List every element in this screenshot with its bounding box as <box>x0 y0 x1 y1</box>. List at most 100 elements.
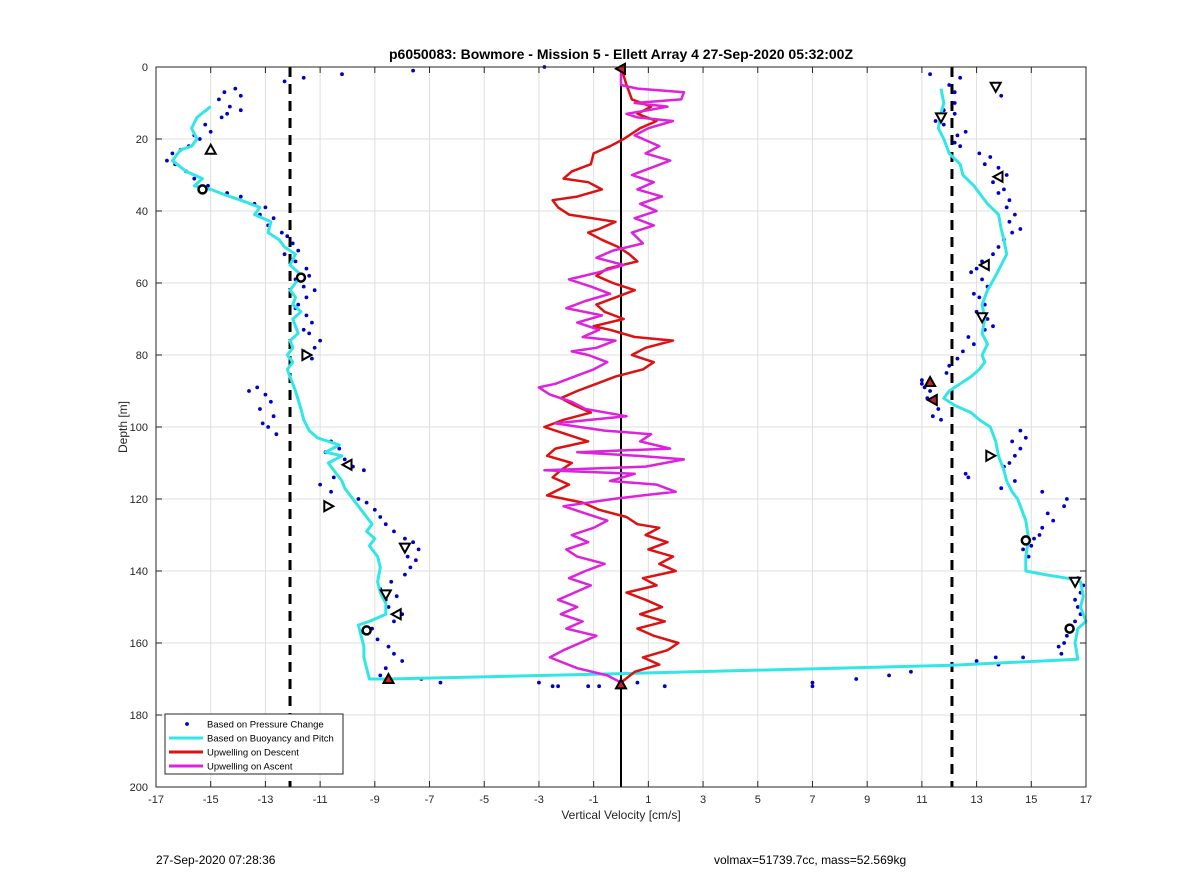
data-point <box>408 565 413 570</box>
data-point <box>312 288 317 293</box>
data-point <box>1040 489 1045 494</box>
data-point <box>271 414 276 419</box>
data-point <box>985 317 990 321</box>
x-tick-label: -9 <box>370 794 380 806</box>
data-point <box>939 417 943 422</box>
data-point <box>556 684 560 689</box>
data-point <box>1018 446 1023 451</box>
data-point <box>227 104 232 109</box>
data-point <box>307 273 312 278</box>
data-point <box>810 680 815 685</box>
x-tick-label: 17 <box>1080 794 1092 806</box>
data-point <box>296 302 301 307</box>
data-point <box>170 151 175 156</box>
data-point <box>282 79 287 84</box>
event-marker <box>389 607 402 621</box>
data-point <box>586 684 591 689</box>
data-point <box>378 673 383 678</box>
x-tick-label: -11 <box>313 794 328 806</box>
y-axis-label: Depth [m] <box>116 401 130 453</box>
data-point <box>258 407 262 411</box>
x-tick-label: -7 <box>425 794 435 806</box>
data-point <box>999 93 1004 98</box>
data-point <box>403 572 407 577</box>
data-point <box>1012 212 1017 217</box>
data-point <box>342 457 347 462</box>
x-tick-label: 5 <box>755 794 761 806</box>
data-point <box>165 158 169 163</box>
data-point <box>260 421 265 426</box>
data-point <box>1032 536 1036 541</box>
data-point <box>991 252 995 257</box>
data-point <box>971 342 976 347</box>
event-marker <box>613 62 626 76</box>
data-point <box>1021 547 1025 552</box>
data-point <box>635 680 640 685</box>
data-point <box>411 68 416 73</box>
event-marker <box>614 677 628 690</box>
event-marker <box>1068 576 1082 589</box>
legend-entry: Based on Buoyancy and Pitch <box>169 734 334 745</box>
event-marker <box>323 499 336 513</box>
data-point <box>233 86 238 91</box>
data-point <box>980 277 984 282</box>
reference-lines <box>288 67 954 787</box>
event-marker <box>295 272 307 283</box>
data-point <box>999 486 1004 491</box>
data-point <box>318 482 323 487</box>
data-point <box>1023 435 1028 440</box>
data-point <box>958 144 963 149</box>
data-point <box>928 72 932 77</box>
x-tick-label: 11 <box>916 794 927 806</box>
data-point <box>1064 633 1069 638</box>
data-point <box>928 389 932 393</box>
data-point <box>952 111 957 116</box>
data-point <box>192 176 197 181</box>
data-point <box>405 554 410 559</box>
data-point <box>340 72 344 77</box>
data-point <box>263 205 268 210</box>
data-point <box>854 677 859 681</box>
event-marker <box>361 625 372 636</box>
data-point <box>304 313 309 318</box>
data-point <box>1029 543 1034 548</box>
data-point <box>197 137 202 141</box>
data-point <box>282 252 287 257</box>
data-point <box>403 536 407 541</box>
data-point <box>310 320 314 325</box>
data-point <box>955 356 960 361</box>
data-point <box>1040 525 1045 530</box>
data-point <box>361 468 366 473</box>
y-tick-label: 20 <box>136 134 148 146</box>
data-point <box>933 119 938 123</box>
y-tick-label: 180 <box>130 710 148 722</box>
data-point <box>392 529 396 534</box>
event-marker <box>398 542 412 555</box>
data-point <box>982 162 987 167</box>
data-point <box>263 392 268 397</box>
data-point <box>1010 230 1015 235</box>
y-tick-label: 0 <box>142 62 148 74</box>
data-point <box>1021 655 1025 660</box>
event-marker <box>985 449 998 463</box>
data-point <box>944 371 949 375</box>
data-point <box>996 245 1001 249</box>
data-point <box>375 637 380 642</box>
data-point <box>416 547 421 552</box>
chart-title: p6050083: Bowmore - Mission 5 - Ellett A… <box>389 46 853 62</box>
x-tick-label: 3 <box>700 794 706 806</box>
event-marker <box>1064 623 1075 634</box>
data-point <box>919 378 924 383</box>
data-point <box>550 684 555 689</box>
data-point <box>1064 497 1069 501</box>
series-3 <box>543 66 680 684</box>
y-tick-label: 80 <box>136 350 148 362</box>
data-point <box>203 122 208 127</box>
event-marker <box>381 671 396 684</box>
data-point <box>383 522 388 527</box>
data-point <box>356 497 361 501</box>
x-tick-label: -5 <box>479 794 489 806</box>
data-point <box>389 579 394 584</box>
y-tick-label: 40 <box>136 206 148 218</box>
data-point <box>996 165 1001 170</box>
